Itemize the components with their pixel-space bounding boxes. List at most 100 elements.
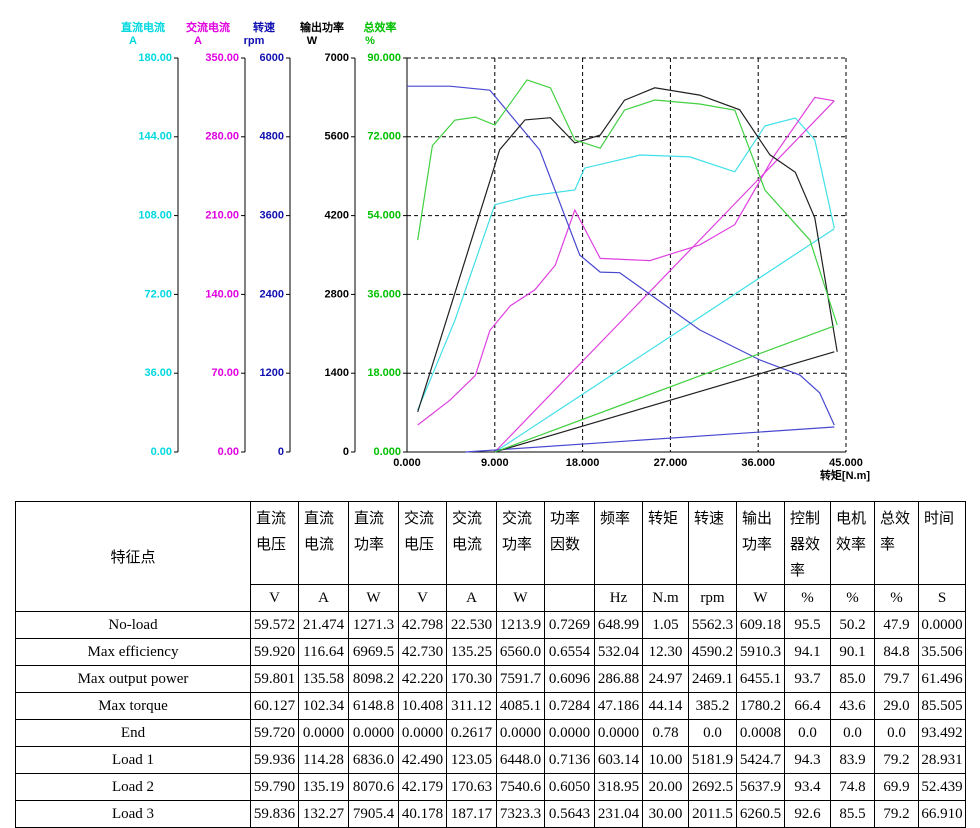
row-label: No-load xyxy=(15,611,251,639)
column-header: 直流电流 xyxy=(298,501,349,585)
y-tick-label: 0.000 xyxy=(373,446,401,458)
table-cell: 8070.6 xyxy=(348,773,399,801)
y-tick-label: 1400 xyxy=(325,367,349,379)
y-tick-label: 108.00 xyxy=(138,210,172,222)
table-cell: 0.0000 xyxy=(298,719,349,747)
column-header: 电机效率 xyxy=(830,501,875,585)
table-cell: 74.8 xyxy=(830,773,875,801)
table-cell: 5910.3 xyxy=(736,638,785,666)
table-cell: 79.2 xyxy=(874,800,919,828)
table-row: Max efficiency 59.920 116.64 6969.5 42.730 13… xyxy=(15,638,966,666)
column-unit: A xyxy=(446,584,497,612)
x-tick-label: 27.000 xyxy=(654,457,688,469)
table-cell: 1.05 xyxy=(642,611,689,639)
y-tick-label: 0.00 xyxy=(218,446,239,458)
y-tick-label: 2800 xyxy=(325,288,349,300)
y-tick-label: 72.00 xyxy=(144,288,172,300)
table-cell: 170.63 xyxy=(446,773,497,801)
table-cell: 609.18 xyxy=(736,611,785,639)
x-tick-label: 9.000 xyxy=(481,457,509,469)
table-cell: 30.00 xyxy=(642,800,689,828)
table-cell: 7540.6 xyxy=(496,773,545,801)
table-cell: 84.8 xyxy=(874,638,919,666)
table-cell: 85.505 xyxy=(918,692,966,720)
column-unit: V xyxy=(398,584,447,612)
table-cell: 4085.1 xyxy=(496,692,545,720)
table-cell: 42.179 xyxy=(398,773,447,801)
column-header: 总效率 xyxy=(874,501,919,585)
table-cell: 132.27 xyxy=(298,800,349,828)
table-cell: 59.936 xyxy=(250,746,299,774)
table-cell: 5181.9 xyxy=(688,746,737,774)
table-cell: 1780.2 xyxy=(736,692,785,720)
table-cell: 648.99 xyxy=(594,611,643,639)
table-cell: 69.9 xyxy=(874,773,919,801)
row-label: Load 1 xyxy=(15,746,251,774)
table-cell: 60.127 xyxy=(250,692,299,720)
table-cell: 6448.0 xyxy=(496,746,545,774)
row-label: Max efficiency xyxy=(15,638,251,666)
table-cell: 0.0 xyxy=(830,719,875,747)
table-cell: 286.88 xyxy=(594,665,643,693)
corner-header: 特征点 xyxy=(15,501,251,612)
data-table: 特征点 直流电压 直流电流 直流功率 交流电压 交流电流 交流功率 功率因数 频率 转矩 转速 输出功… xyxy=(15,501,966,828)
series-line xyxy=(494,325,835,453)
column-header: 时间 xyxy=(918,501,966,585)
column-header: 频率 xyxy=(594,501,643,585)
row-label: Load 2 xyxy=(15,773,251,801)
table-row: Max torque 60.127 102.34 6148.8 10.408 311.12… xyxy=(15,692,966,720)
table-cell: 94.1 xyxy=(784,638,831,666)
x-tick-label: 36.000 xyxy=(741,457,775,469)
table-cell: 114.28 xyxy=(298,746,349,774)
table-cell: 59.572 xyxy=(250,611,299,639)
table-row: Max output power 59.801 135.58 8098.2 42.220… xyxy=(15,665,966,693)
table-cell: 85.0 xyxy=(830,665,875,693)
table-cell: 42.730 xyxy=(398,638,447,666)
y-tick-label: 90.000 xyxy=(367,52,401,64)
axis-title: 总效率 xyxy=(364,20,397,34)
table-cell: 93.4 xyxy=(784,773,831,801)
table-cell: 0.7136 xyxy=(544,746,595,774)
table-cell: 42.798 xyxy=(398,611,447,639)
column-unit: % xyxy=(874,584,919,612)
table-cell: 35.506 xyxy=(918,638,966,666)
table-cell: 0.0000 xyxy=(348,719,399,747)
column-header: 直流功率 xyxy=(348,501,399,585)
table-cell: 6560.0 xyxy=(496,638,545,666)
table-cell: 7323.3 xyxy=(496,800,545,828)
table-cell: 8098.2 xyxy=(348,665,399,693)
column-unit: W xyxy=(496,584,545,612)
row-label: Max torque xyxy=(15,692,251,720)
series-line xyxy=(417,87,838,413)
table-cell: 22.530 xyxy=(446,611,497,639)
y-tick-label: 280.00 xyxy=(205,131,239,143)
table-cell: 90.1 xyxy=(830,638,875,666)
table-cell: 0.0 xyxy=(784,719,831,747)
table-cell: 79.7 xyxy=(874,665,919,693)
series-line xyxy=(494,228,835,453)
table-cell: 6836.0 xyxy=(348,746,399,774)
column-unit xyxy=(544,584,595,612)
table-cell: 0.6050 xyxy=(544,773,595,801)
chart: 转矩[N.m] 直流电流A0.0036.0072.00108.00144.001… xyxy=(121,20,870,482)
table-cell: 7905.4 xyxy=(348,800,399,828)
table-cell: 94.3 xyxy=(784,746,831,774)
table-cell: 0.0 xyxy=(688,719,737,747)
table-cell: 95.5 xyxy=(784,611,831,639)
row-label: Load 3 xyxy=(15,800,251,828)
column-unit: A xyxy=(298,584,349,612)
table-cell: 135.19 xyxy=(298,773,349,801)
table-cell: 385.2 xyxy=(688,692,737,720)
table-cell: 170.30 xyxy=(446,665,497,693)
y-tick-label: 18.000 xyxy=(367,367,401,379)
series-line xyxy=(417,79,838,326)
table-cell: 40.178 xyxy=(398,800,447,828)
y-tick-label: 0 xyxy=(278,446,284,458)
table-cell: 0.6096 xyxy=(544,665,595,693)
y-tick-label: 4200 xyxy=(325,210,349,222)
table-cell: 44.14 xyxy=(642,692,689,720)
table-cell: 0.0008 xyxy=(736,719,785,747)
header-row: 特征点 直流电压 直流电流 直流功率 交流电压 交流电流 交流功率 功率因数 频率 转矩 转速 输出功… xyxy=(15,501,966,612)
table-row: No-load 59.572 21.474 1271.3 42.798 22.530 121… xyxy=(15,611,966,639)
